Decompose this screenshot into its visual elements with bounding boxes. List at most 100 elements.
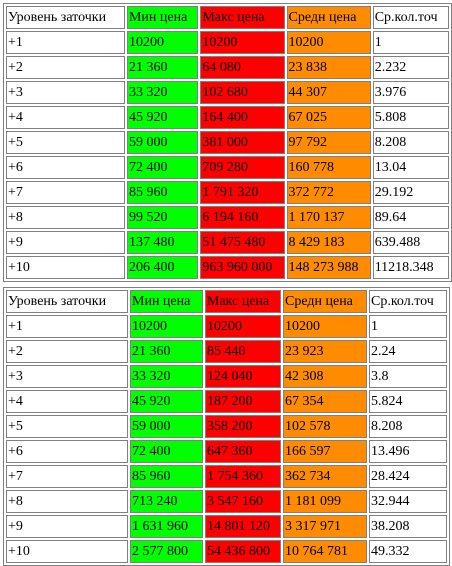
cell-avg-count: 8.208 — [369, 415, 447, 438]
cell-min-price: 59 000 — [130, 415, 203, 438]
cell-min-price: 10200 — [126, 31, 199, 54]
cell-avg-price: 23 923 — [283, 340, 367, 363]
cell-level: +2 — [6, 56, 125, 79]
cell-max-price: 51 475 480 — [200, 231, 285, 254]
header-level: Уровень заточки — [6, 290, 128, 313]
header-avg-count: Ср.кол.точ — [372, 6, 449, 29]
cell-max-price: 1 754 360 — [205, 465, 281, 488]
cell-min-price: 45 920 — [126, 106, 199, 129]
cell-avg-price: 160 778 — [286, 156, 371, 179]
cell-max-price: 124 040 — [205, 365, 281, 388]
cell-level: +4 — [6, 390, 128, 413]
cell-avg-count: 8.208 — [372, 131, 449, 154]
cell-min-price: 85 960 — [130, 465, 203, 488]
cell-avg-count: 13.04 — [372, 156, 449, 179]
cell-min-price: 45 920 — [130, 390, 203, 413]
table-row: +4 45 920 187 200 67 354 5.824 — [6, 390, 447, 413]
cell-avg-count: 29.192 — [372, 181, 449, 204]
cell-level: +7 — [6, 465, 128, 488]
cell-avg-count: 49.332 — [369, 540, 447, 563]
header-avg-price: Средн цена — [283, 290, 367, 313]
cell-level: +4 — [6, 106, 125, 129]
cell-max-price: 14 801 120 — [205, 515, 281, 538]
table-row: +2 21 360 85 440 23 923 2.24 — [6, 340, 447, 363]
cell-avg-price: 362 734 — [283, 465, 367, 488]
cell-level: +9 — [6, 231, 125, 254]
cell-level: +9 — [6, 515, 128, 538]
cell-level: +6 — [6, 156, 125, 179]
header-max-price: Макс цена — [200, 6, 285, 29]
cell-max-price: 3 547 160 — [205, 490, 281, 513]
cell-max-price: 85 440 — [205, 340, 281, 363]
table-row: +10 2 577 800 54 436 800 10 764 781 49.332 — [6, 540, 447, 563]
cell-max-price: 709 280 — [200, 156, 285, 179]
cell-min-price: 713 240 — [130, 490, 203, 513]
cell-avg-price: 166 597 — [283, 440, 367, 463]
table-row: +9 137 480 51 475 480 8 429 183 639.488 — [6, 231, 449, 254]
cell-avg-count: 2.24 — [369, 340, 447, 363]
cell-level: +3 — [6, 81, 125, 104]
cell-avg-price: 67 354 — [283, 390, 367, 413]
header-max-price: Макс цена — [205, 290, 281, 313]
cell-min-price: 59 000 — [126, 131, 199, 154]
cell-level: +8 — [6, 490, 128, 513]
cell-avg-price: 67 025 — [286, 106, 371, 129]
table-row: +1 10200 10200 10200 1 — [6, 315, 447, 338]
cell-min-price: 1 631 960 — [130, 515, 203, 538]
cell-avg-count: 28.424 — [369, 465, 447, 488]
cell-avg-price: 44 307 — [286, 81, 371, 104]
cell-avg-price: 148 273 988 — [286, 256, 371, 279]
cell-max-price: 1 791 320 — [200, 181, 285, 204]
cell-min-price: 2 577 800 — [130, 540, 203, 563]
cell-avg-price: 42 308 — [283, 365, 367, 388]
table-row: +5 59 000 381 000 97 792 8.208 — [6, 131, 449, 154]
cell-max-price: 64 080 — [200, 56, 285, 79]
cell-avg-price: 10 764 781 — [283, 540, 367, 563]
cell-avg-price: 3 317 971 — [283, 515, 367, 538]
table-row: +8 99 520 6 194 160 1 170 137 89.64 — [6, 206, 449, 229]
cell-min-price: 85 960 — [126, 181, 199, 204]
cell-max-price: 381 000 — [200, 131, 285, 154]
header-min-price: Мин цена — [126, 6, 199, 29]
header-min-price: Мин цена — [130, 290, 203, 313]
cell-max-price: 54 436 800 — [205, 540, 281, 563]
table-row: +3 33 320 124 040 42 308 3.8 — [6, 365, 447, 388]
cell-max-price: 10200 — [205, 315, 281, 338]
cell-min-price: 10200 — [130, 315, 203, 338]
cell-min-price: 21 360 — [130, 340, 203, 363]
cell-level: +1 — [6, 315, 128, 338]
table-row: +2 21 360 64 080 23 838 2.232 — [6, 56, 449, 79]
table-row: +4 45 920 164 400 67 025 5.808 — [6, 106, 449, 129]
cell-avg-price: 23 838 — [286, 56, 371, 79]
header-row: Уровень заточки Мин цена Макс цена Средн це… — [6, 290, 447, 313]
table-body: Уровень заточки Мин цена Макс цена Средн це… — [6, 6, 449, 279]
cell-avg-count: 89.64 — [372, 206, 449, 229]
header-level: Уровень заточки — [6, 6, 125, 29]
header-row: Уровень заточки Мин цена Макс цена Средн це… — [6, 6, 449, 29]
cell-max-price: 10200 — [200, 31, 285, 54]
cell-avg-count: 5.808 — [372, 106, 449, 129]
cell-avg-count: 32.944 — [369, 490, 447, 513]
cell-level: +5 — [6, 415, 128, 438]
cell-max-price: 102 680 — [200, 81, 285, 104]
cell-max-price: 187 200 — [205, 390, 281, 413]
cell-avg-price: 8 429 183 — [286, 231, 371, 254]
table-row: +7 85 960 1 754 360 362 734 28.424 — [6, 465, 447, 488]
cell-max-price: 647 360 — [205, 440, 281, 463]
cell-avg-price: 10200 — [286, 31, 371, 54]
cell-min-price: 72 400 — [130, 440, 203, 463]
cell-avg-price: 97 792 — [286, 131, 371, 154]
enchant-price-table-2: Уровень заточки Мин цена Макс цена Средн це… — [3, 287, 450, 566]
cell-avg-count: 1 — [372, 31, 449, 54]
cell-avg-price: 10200 — [283, 315, 367, 338]
cell-min-price: 33 320 — [130, 365, 203, 388]
cell-avg-count: 1 — [369, 315, 447, 338]
cell-level: +10 — [6, 256, 125, 279]
table-body: Уровень заточки Мин цена Макс цена Средн це… — [6, 290, 447, 563]
table-row: +3 33 320 102 680 44 307 3.976 — [6, 81, 449, 104]
table-row: +6 72 400 709 280 160 778 13.04 — [6, 156, 449, 179]
table-row: +10 206 400 963 960 000 148 273 988 11218.34… — [6, 256, 449, 279]
cell-level: +6 — [6, 440, 128, 463]
cell-avg-count: 38.208 — [369, 515, 447, 538]
cell-max-price: 6 194 160 — [200, 206, 285, 229]
